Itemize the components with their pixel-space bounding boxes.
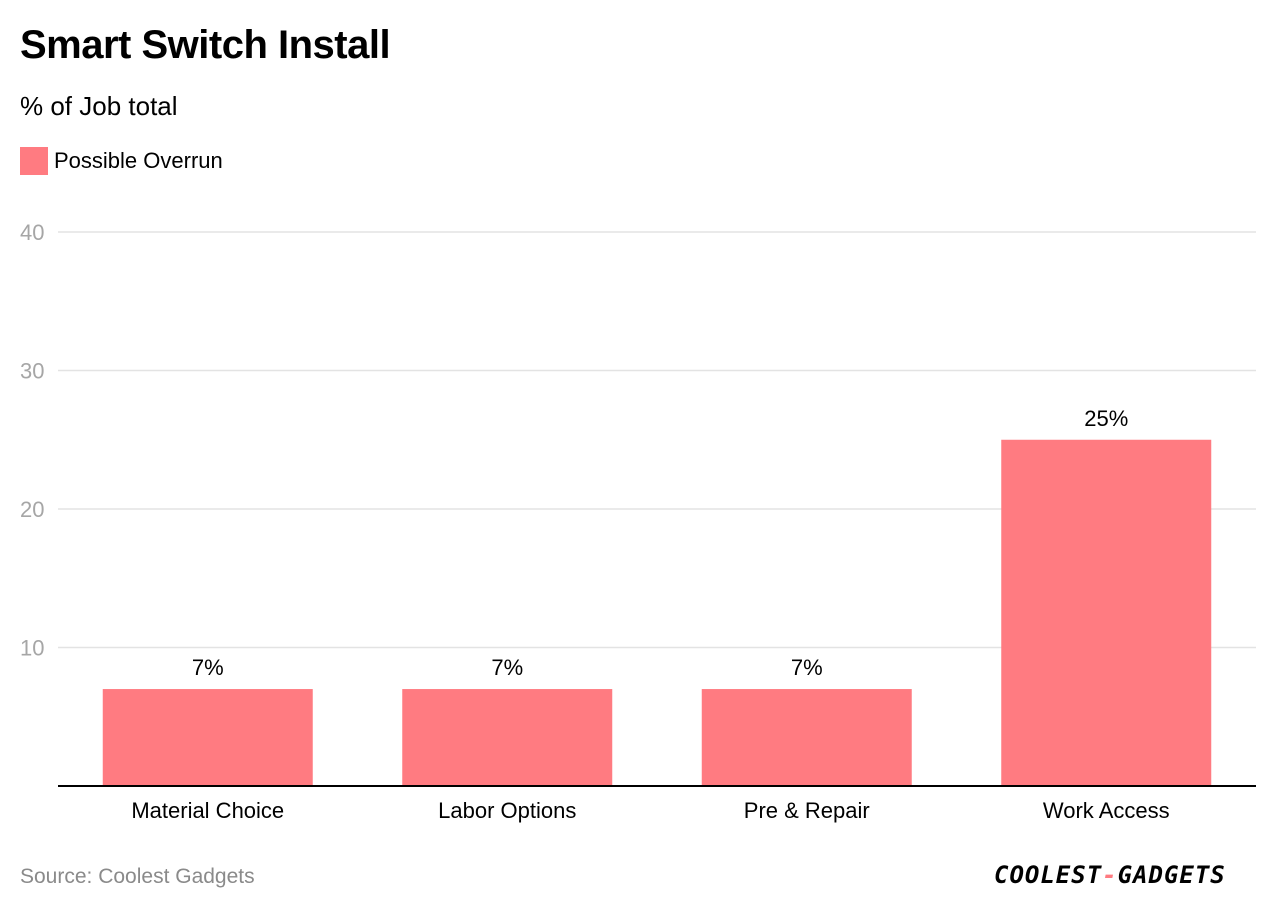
- data-label: 7%: [192, 655, 224, 680]
- legend: Possible Overrun: [20, 145, 223, 177]
- bar: [402, 689, 613, 786]
- logo-dash: -: [1102, 861, 1118, 889]
- logo-text-left: COOLEST: [994, 861, 1103, 889]
- x-tick-label: Material Choice: [131, 798, 284, 823]
- y-tick-label: 10: [20, 636, 44, 661]
- y-tick-label: 40: [20, 220, 44, 245]
- y-tick-label: 30: [20, 359, 44, 384]
- y-tick-label: 20: [20, 497, 44, 522]
- x-tick-label: Labor Options: [438, 798, 576, 823]
- logo-text-right: GADGETS: [1117, 861, 1226, 889]
- bar: [701, 689, 912, 786]
- data-label: 7%: [791, 655, 823, 680]
- chart-title: Smart Switch Install: [20, 23, 391, 67]
- bar: [102, 689, 313, 786]
- legend-label: Possible Overrun: [54, 148, 223, 173]
- coolest-gadgets-logo: COOLEST-GADGETS: [994, 860, 1226, 890]
- data-label: 7%: [491, 655, 523, 680]
- x-tick-label: Work Access: [1043, 798, 1170, 823]
- x-tick-label: Pre & Repair: [744, 798, 870, 823]
- data-label: 25%: [1084, 406, 1128, 431]
- source-note: Source: Coolest Gadgets: [20, 865, 255, 888]
- bar: [1001, 439, 1212, 786]
- chart-subtitle: % of Job total: [20, 91, 178, 121]
- legend-swatch: [20, 147, 48, 175]
